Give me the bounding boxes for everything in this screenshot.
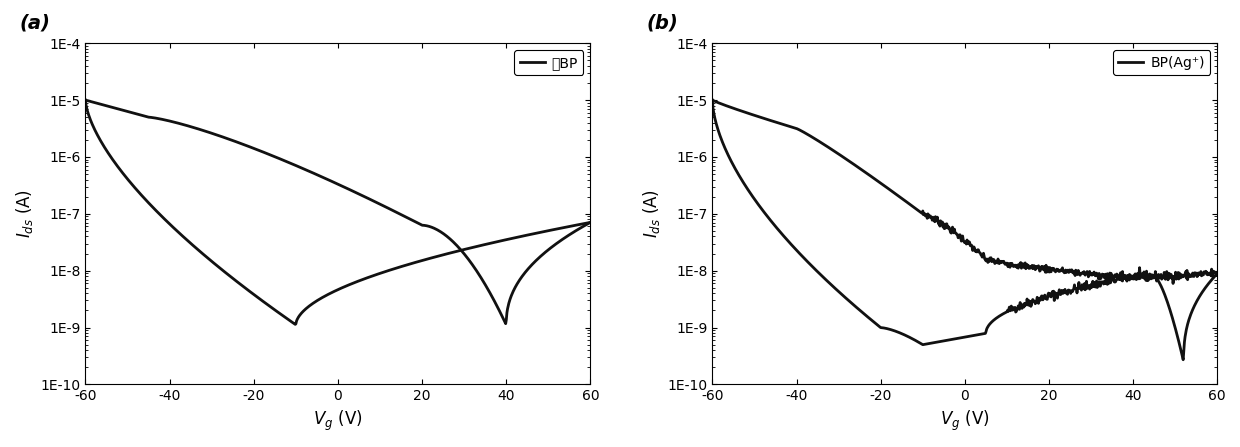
Y-axis label: $I_{ds}$ (A): $I_{ds}$ (A) [14, 190, 35, 238]
X-axis label: $V_g$ (V): $V_g$ (V) [940, 409, 990, 433]
X-axis label: $V_g$ (V): $V_g$ (V) [314, 409, 362, 433]
Legend: BP(Ag⁺): BP(Ag⁺) [1112, 50, 1210, 75]
Y-axis label: $I_{ds}$ (A): $I_{ds}$ (A) [641, 190, 662, 238]
Legend: 纯BP: 纯BP [513, 50, 583, 75]
Text: (a): (a) [20, 14, 51, 33]
Text: (b): (b) [647, 14, 678, 33]
